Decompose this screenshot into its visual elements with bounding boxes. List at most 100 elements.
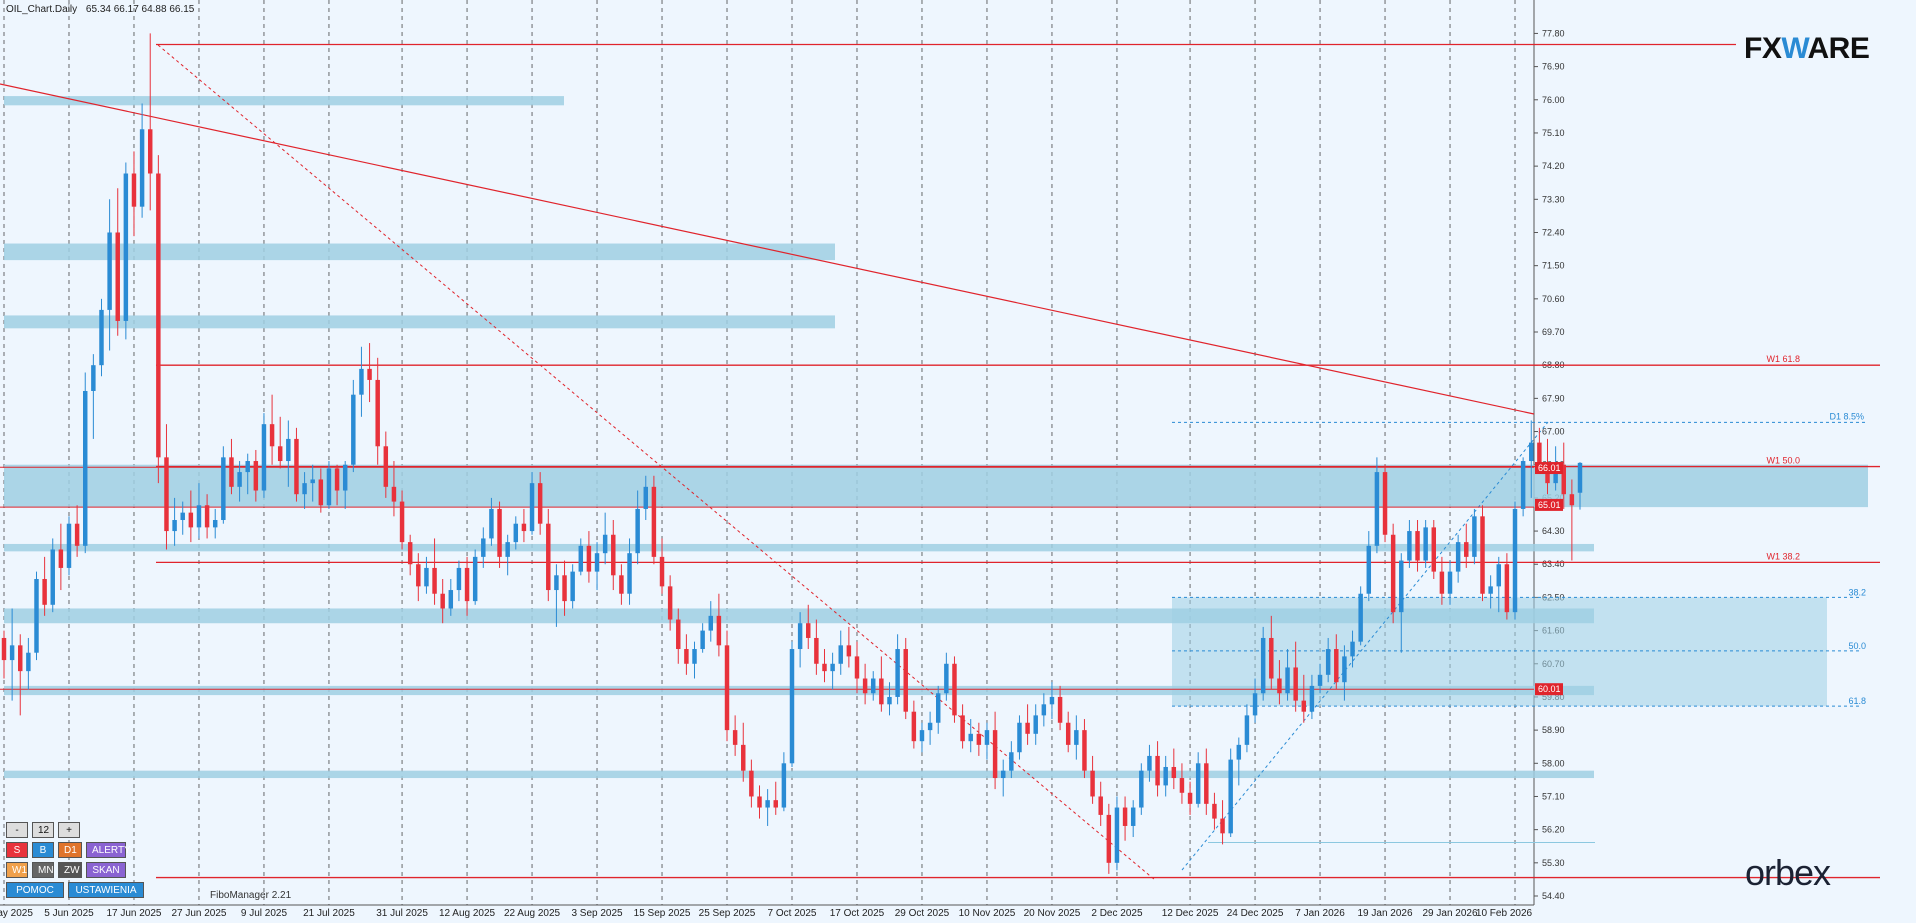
y-tick-label: 58.90 — [1542, 725, 1565, 735]
candle-body — [960, 715, 965, 742]
zone-band — [4, 243, 835, 261]
x-tick-label: 24 Dec 2025 — [1227, 908, 1284, 919]
help-button[interactable]: POMOC — [6, 882, 64, 898]
sell-button[interactable]: S — [6, 842, 28, 858]
candle-body — [1171, 766, 1177, 779]
candle-body — [416, 564, 421, 587]
candle-body — [164, 457, 169, 532]
price-badges: 66.01 65.01 60.01 — [1535, 462, 1563, 696]
candle-body — [1439, 571, 1445, 594]
candle-body — [399, 501, 405, 543]
zoom-in-button[interactable]: + — [58, 822, 80, 838]
alerts-button[interactable]: ALERTY — [86, 842, 131, 858]
candle-body — [1317, 674, 1323, 686]
x-tick-label: 3 Sep 2025 — [571, 908, 623, 919]
level-label: W1 50.0 — [1766, 456, 1800, 466]
candle-body — [635, 508, 640, 554]
candle-body — [944, 663, 949, 694]
candle-body — [489, 508, 494, 539]
x-tick-label: 22 Aug 2025 — [504, 908, 561, 919]
candle-body — [66, 523, 72, 568]
x-tick-label: 5 Jun 2025 — [44, 908, 94, 919]
timeframe-row: W1 MN ZW SKAN — [6, 862, 144, 878]
price-badge — [1535, 683, 1563, 696]
price-badge-label: 66.01 — [1538, 463, 1561, 473]
candle-body — [781, 763, 787, 808]
zw-button[interactable]: ZW — [58, 862, 82, 878]
candle-body — [1374, 472, 1380, 546]
mn-button[interactable]: MN — [32, 862, 54, 878]
candle-body — [1472, 516, 1477, 557]
candle-body — [602, 534, 608, 554]
candle-body — [529, 483, 535, 532]
candle-body — [700, 630, 705, 650]
w1-button[interactable]: W1 — [6, 862, 28, 878]
candle-body — [18, 645, 23, 672]
x-tick-label: 10 Nov 2025 — [959, 908, 1016, 919]
candle-body — [1065, 722, 1071, 745]
candle-body — [1415, 531, 1420, 561]
y-tick-label: 55.30 — [1542, 858, 1565, 868]
scan-button[interactable]: SKAN — [86, 862, 126, 878]
d1-button[interactable]: D1 — [58, 842, 82, 858]
candle-body — [204, 505, 210, 528]
candle-body — [221, 457, 226, 521]
candle-body — [367, 368, 372, 380]
y-tick-label: 77.80 — [1542, 28, 1565, 38]
x-tick-label: 19 Jan 2026 — [1357, 908, 1412, 919]
candle-body — [424, 567, 429, 587]
candle-body — [1447, 571, 1453, 594]
candles — [1, 33, 1583, 874]
candle-body — [180, 512, 185, 521]
control-panel: - 12 + S B D1 ALERTY W1 MN ZW SKAN POMOC… — [6, 822, 144, 902]
candle-body — [212, 520, 218, 528]
candle-body — [359, 368, 364, 395]
candle-body — [879, 678, 884, 705]
candle-body — [1293, 667, 1298, 701]
candle-body — [34, 578, 39, 653]
candle-body — [1179, 778, 1185, 793]
fib-label: 61.8 — [1848, 696, 1866, 706]
candle-body — [156, 173, 161, 458]
candle-body — [1220, 818, 1225, 834]
price-badge-label: 65.01 — [1538, 500, 1561, 510]
zoom-out-button[interactable]: - — [6, 822, 28, 838]
settings-button[interactable]: USTAWIENIA — [68, 882, 144, 898]
candle-body — [797, 623, 803, 650]
candle-body — [448, 590, 454, 609]
candle-body — [1017, 722, 1022, 753]
candle-body — [992, 730, 998, 779]
y-tick-label: 72.40 — [1542, 227, 1565, 237]
candle-body — [1309, 685, 1315, 712]
y-tick-label: 69.70 — [1542, 327, 1565, 337]
candle-body — [351, 394, 356, 465]
y-tick-label: 58.00 — [1542, 758, 1565, 768]
candle-body — [196, 505, 202, 528]
candle-body — [1057, 696, 1063, 723]
candle-body — [50, 549, 55, 605]
ohlc-readout: 65.34 66.17 64.88 66.15 — [85, 4, 195, 15]
candle-body — [667, 586, 673, 620]
candle-body — [521, 523, 527, 532]
candle-body — [1212, 803, 1217, 819]
candle-body — [9, 645, 15, 661]
candle-body — [1269, 637, 1274, 679]
fib-projection-label: D1 8.5% — [1829, 411, 1864, 421]
candle-body — [440, 593, 445, 609]
x-tick-label: 25 Sep 2025 — [699, 908, 756, 919]
buy-button[interactable]: B — [32, 842, 54, 858]
candle-body — [26, 652, 31, 672]
zone-band — [4, 770, 1594, 779]
y-tick-label: 73.30 — [1542, 194, 1565, 204]
candle-body — [456, 567, 462, 591]
candle-body — [562, 575, 567, 602]
candle-body — [1, 637, 7, 661]
candle-body — [115, 232, 120, 321]
candle-body — [895, 649, 900, 697]
candle-body — [1195, 763, 1201, 804]
trendline-dotted — [157, 44, 1156, 881]
candle-body — [1342, 656, 1347, 683]
